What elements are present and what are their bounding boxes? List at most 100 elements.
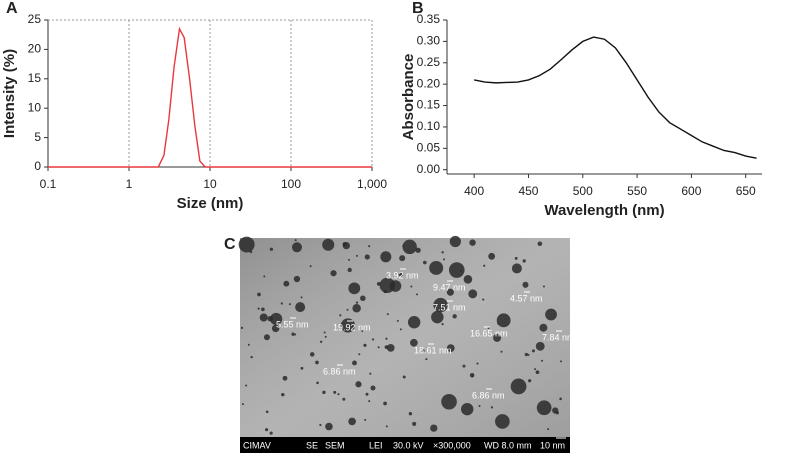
- y-axis-label: Intensity (%): [1, 49, 18, 138]
- particle: [487, 327, 490, 330]
- particle: [536, 400, 552, 416]
- data-line: [474, 36, 757, 159]
- info-text: WD 8.0 mm: [484, 440, 532, 450]
- particle: [493, 333, 502, 342]
- annotation: 6.86 nm: [472, 390, 505, 400]
- annotation: 9.47 nm: [433, 282, 466, 292]
- particle: [408, 412, 413, 416]
- micrograph: 3.92 nm 9.47 nm 7.51 nm 4.57 nm 5.55 nm 19.92…: [238, 235, 575, 453]
- particle: [528, 379, 532, 383]
- y-tick-label: 0.05: [417, 141, 441, 155]
- info-text: ×300,000: [433, 440, 471, 450]
- particle: [522, 259, 526, 263]
- particle: [402, 375, 406, 379]
- particle: [441, 323, 444, 326]
- particle: [399, 328, 402, 331]
- particle: [531, 349, 535, 353]
- y-tick-label: 15: [28, 71, 42, 85]
- particle: [441, 251, 444, 254]
- particle: [324, 335, 327, 338]
- particle: [365, 392, 369, 396]
- annotation: 7.84 nm: [542, 332, 575, 342]
- particle: [547, 428, 550, 431]
- particle: [535, 370, 540, 375]
- panel-label: B: [412, 0, 424, 17]
- particle: [425, 358, 428, 361]
- x-tick-label: 0.1: [40, 177, 57, 191]
- annotation: 3.92 nm: [386, 270, 419, 280]
- particle: [361, 330, 364, 333]
- particle: [376, 281, 381, 286]
- particle: [259, 313, 268, 322]
- particle: [368, 400, 371, 403]
- particle: [469, 239, 476, 246]
- particle: [300, 296, 303, 299]
- y-tick-label: 0: [34, 159, 41, 173]
- info-text: SE: [306, 440, 318, 450]
- particle: [488, 252, 496, 260]
- particle: [415, 247, 421, 253]
- particle: [386, 344, 395, 352]
- particle: [291, 242, 302, 253]
- particle: [448, 262, 465, 278]
- particle: [295, 302, 306, 313]
- particle: [300, 366, 304, 370]
- particle: [497, 322, 500, 325]
- particle: [431, 310, 444, 324]
- particle: [355, 301, 359, 304]
- x-axis-label: Size (nm): [177, 195, 244, 212]
- particle: [500, 350, 503, 353]
- particle: [383, 401, 387, 406]
- particle: [271, 324, 280, 333]
- particle: [446, 288, 454, 296]
- particle: [402, 239, 417, 255]
- particle: [433, 297, 448, 313]
- particle: [265, 410, 269, 414]
- particle: [333, 390, 337, 394]
- annotation: 6.86 nm: [323, 366, 356, 376]
- particle: [383, 289, 387, 294]
- particle: [449, 235, 461, 248]
- particle: [385, 337, 388, 340]
- particle: [240, 326, 244, 330]
- particle: [358, 353, 361, 356]
- particle: [281, 392, 285, 397]
- particle: [430, 424, 438, 432]
- x-tick-label: 10: [203, 177, 217, 191]
- particle: [399, 255, 406, 262]
- particle: [355, 381, 362, 388]
- particle: [263, 275, 266, 278]
- y-tick-label: 20: [28, 42, 42, 56]
- particle: [422, 260, 427, 265]
- particle: [402, 244, 405, 247]
- x-axis-label: Wavelength (nm): [544, 202, 664, 219]
- particle: [340, 318, 356, 333]
- y-tick-label: 0.35: [417, 12, 441, 26]
- particle: [522, 281, 529, 288]
- particle: [288, 303, 291, 306]
- particle: [330, 270, 337, 277]
- particle: [371, 338, 375, 341]
- particle: [559, 397, 562, 401]
- particle: [294, 239, 297, 242]
- particle: [384, 345, 389, 350]
- particle: [264, 428, 269, 432]
- particle: [396, 319, 399, 322]
- particle: [514, 256, 518, 260]
- y-tick-label: 25: [28, 12, 42, 26]
- y-tick-label: 0.15: [417, 98, 441, 112]
- particle: [319, 423, 322, 427]
- particle: [257, 307, 260, 310]
- particle: [490, 406, 494, 409]
- x-tick-label: 1: [126, 177, 133, 191]
- particle: [410, 285, 413, 288]
- particle: [552, 407, 559, 414]
- particle: [364, 418, 367, 421]
- particle: [347, 258, 350, 261]
- particle: [270, 312, 283, 326]
- particle: [352, 360, 357, 366]
- particle: [422, 349, 425, 352]
- particle: [315, 360, 319, 365]
- particle: [323, 331, 326, 334]
